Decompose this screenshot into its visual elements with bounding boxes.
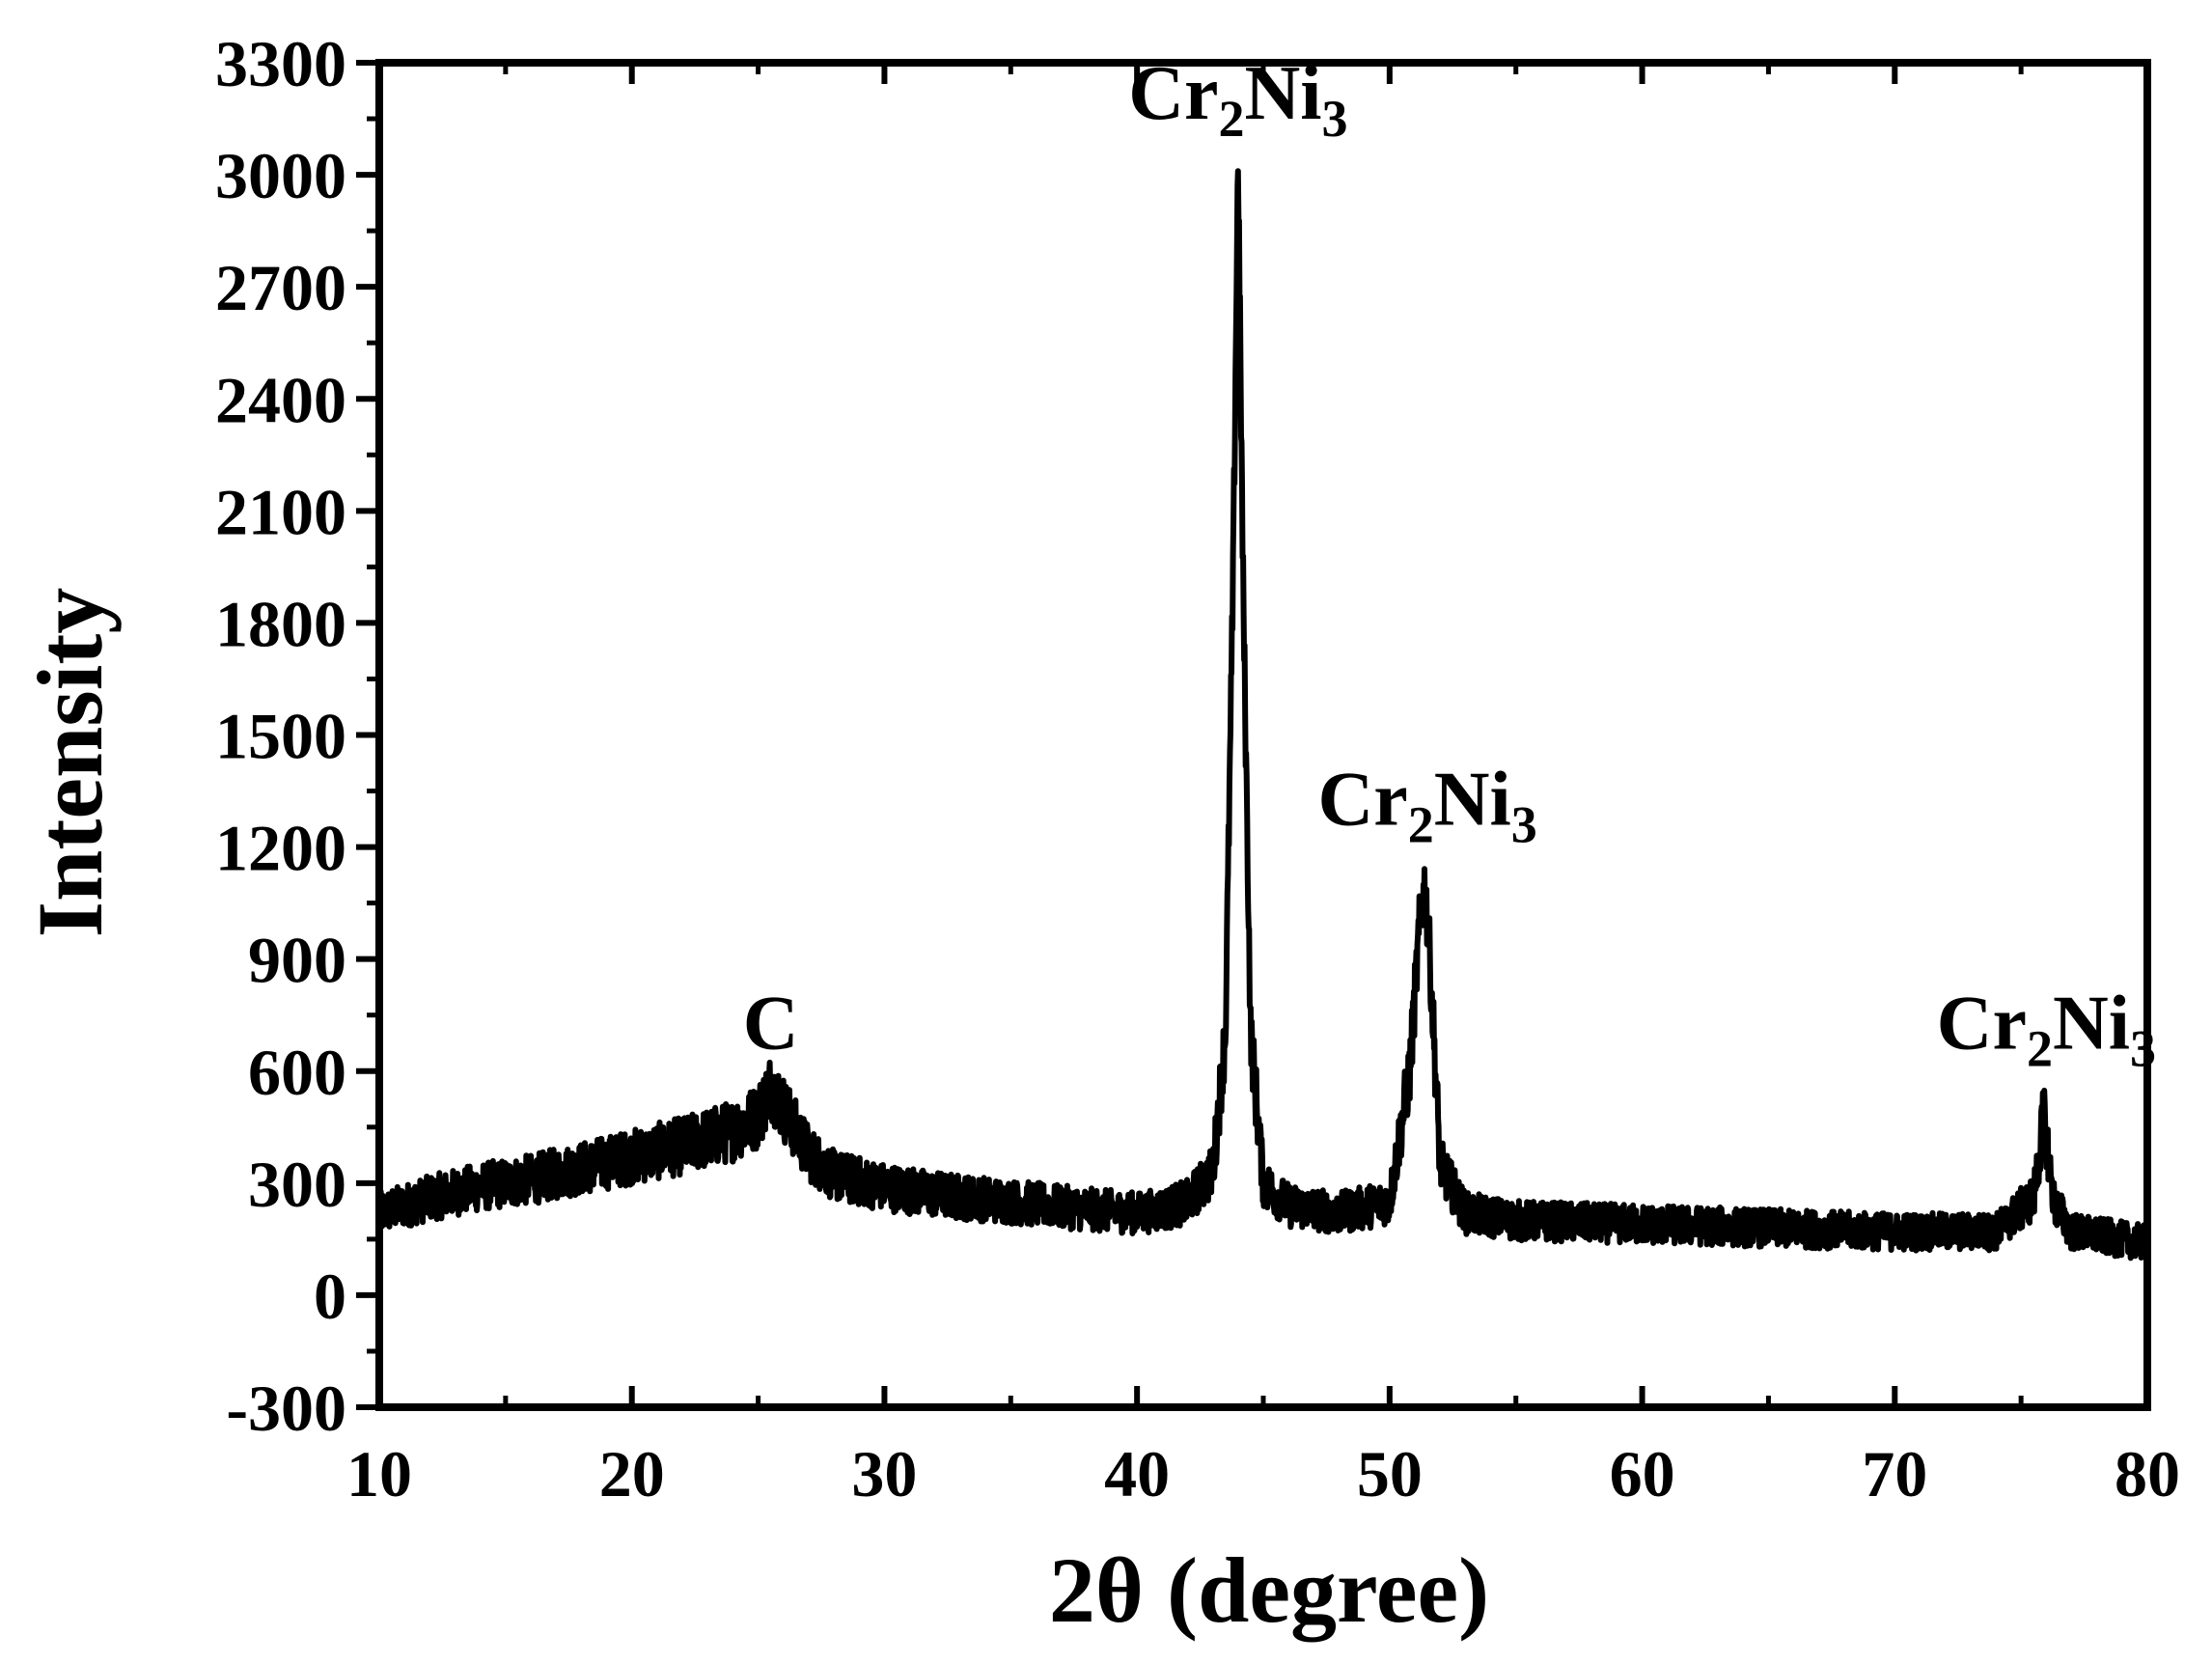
y-axis-title: Intensity: [18, 588, 122, 938]
xrd-pattern-line: [376, 168, 2150, 1261]
y-tick-label: 2100: [215, 475, 346, 548]
data-layer: [376, 168, 2150, 1261]
annotation-layer: C Cr2Ni3 Cr2Ni3 Cr2Ni3: [743, 51, 2156, 1077]
y-tick-label: 0: [314, 1260, 346, 1333]
peak-label: Cr2Ni3: [1317, 757, 1536, 853]
y-tick-label: 2700: [215, 251, 346, 324]
y-tick-label: 1800: [215, 587, 346, 660]
x-tick-label: 10: [346, 1437, 412, 1511]
y-tick-label: 1200: [215, 812, 346, 885]
y-tick-label: 300: [248, 1148, 346, 1221]
y-tick-label: -300: [226, 1372, 346, 1445]
x-tick-label: 70: [1862, 1437, 1927, 1511]
x-axis-title: 2θ (degree): [1049, 1538, 1489, 1642]
x-tick-label: 80: [2115, 1437, 2180, 1511]
y-tick-label: 2400: [215, 363, 346, 436]
y-tick-label: 3300: [215, 27, 346, 100]
peak-label: Cr2Ni3: [1937, 982, 2156, 1078]
x-tick-label: 20: [599, 1437, 665, 1511]
x-tick-label: 60: [1610, 1437, 1675, 1511]
x-tick-label: 40: [1104, 1437, 1170, 1511]
peak-label: C: [743, 982, 799, 1067]
x-tick-label: 50: [1357, 1437, 1423, 1511]
y-tick-label: 3000: [215, 139, 346, 212]
peak-label: Cr2Ni3: [1128, 51, 1347, 148]
x-tick-label: 30: [851, 1437, 917, 1511]
y-tick-label: 900: [248, 924, 346, 997]
y-tick-label: 600: [248, 1036, 346, 1109]
axes-layer: 10 20 30 40 50 60 70 80 -300 0 300 600 900 1200 1500 18…: [215, 27, 2180, 1511]
y-tick-label: 1500: [215, 700, 346, 773]
